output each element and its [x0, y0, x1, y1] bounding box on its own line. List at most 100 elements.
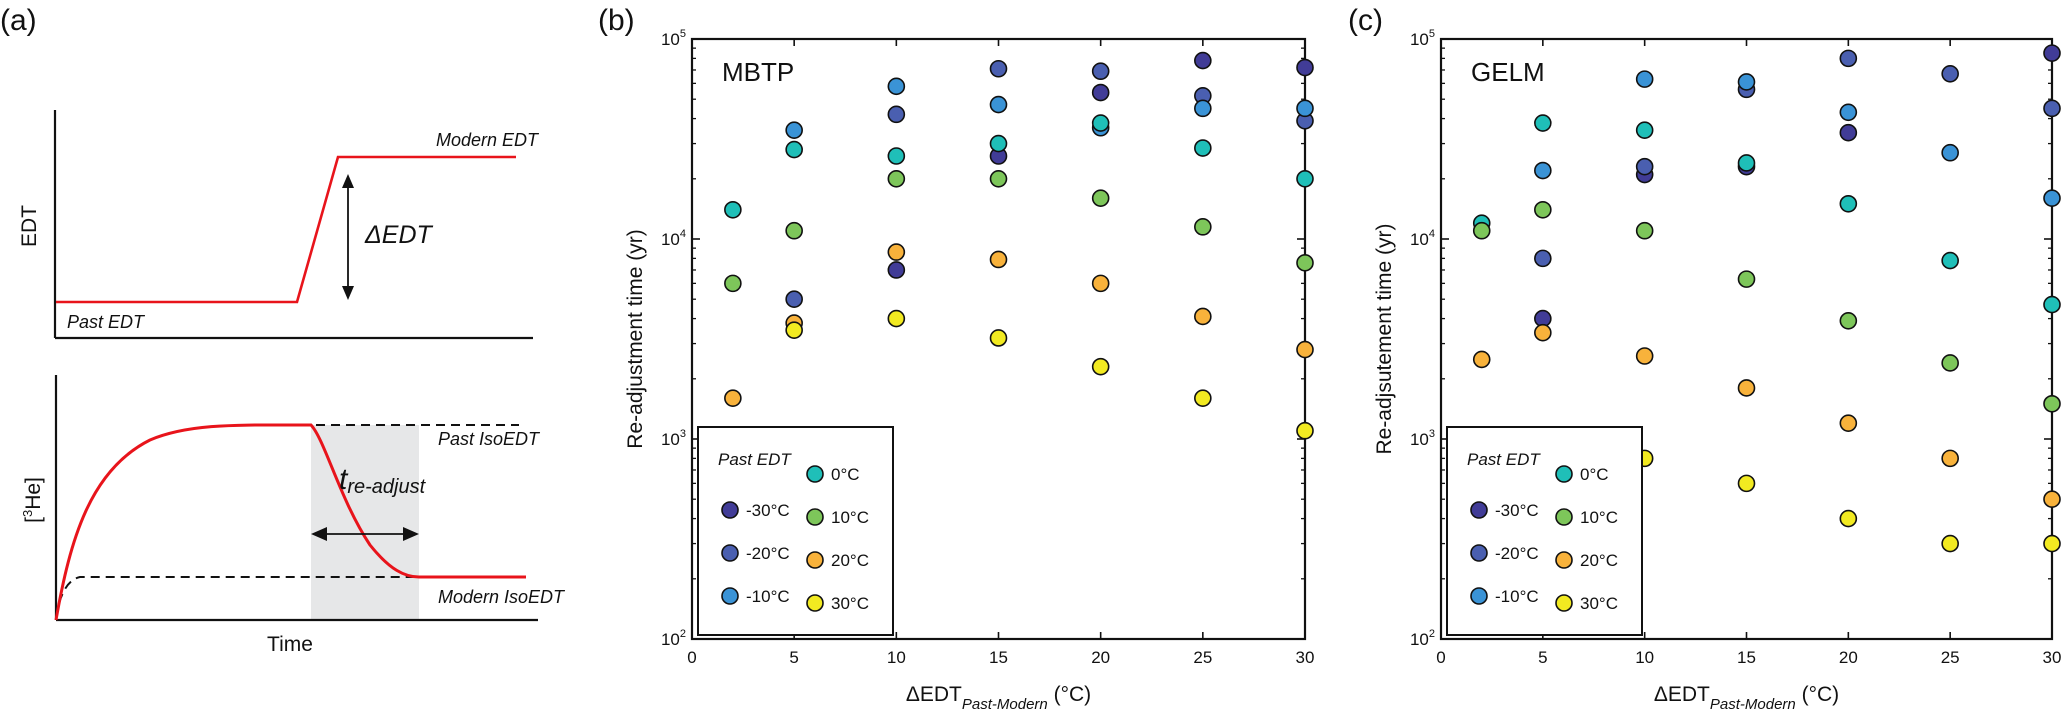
data-point: [1534, 161, 1552, 180]
y-tick-label: 104: [661, 228, 686, 249]
data-point: [887, 169, 906, 188]
data-point: [1472, 221, 1491, 240]
series-10C: [1472, 200, 2061, 413]
data-point: [1296, 421, 1314, 440]
data-point: [724, 389, 742, 407]
data-point: [989, 329, 1008, 347]
time-label: Time: [267, 633, 313, 656]
series--10C: [1534, 70, 2061, 207]
legend-item: 10°C: [1555, 508, 1618, 527]
legend-label: 10°C: [831, 508, 869, 527]
data-point: [1839, 123, 1858, 142]
edt-y-label: EDT: [18, 205, 41, 247]
helium-curve: [54, 423, 526, 621]
legend-item: -30°C: [1470, 501, 1539, 520]
edt-schematic: EDT Past EDT Modern EDT ΔEDT: [18, 110, 540, 340]
legend-label: 20°C: [1580, 551, 1618, 570]
legend-marker: [806, 465, 824, 483]
data-point: [1839, 49, 1858, 68]
legend-marker: [1555, 594, 1573, 612]
series--20C: [785, 59, 1314, 309]
x-tick-label: 30: [2043, 648, 2062, 667]
y-tick-label: 102: [661, 628, 686, 649]
legend-item: 30°C: [806, 594, 869, 613]
data-point: [887, 105, 906, 124]
data-point: [1941, 143, 1959, 162]
legend-item: 0°C: [1555, 465, 1609, 484]
panel-b-letter: (b): [598, 4, 635, 37]
data-point: [1941, 354, 1959, 372]
x-tick-label: 15: [989, 648, 1008, 667]
data-point: [887, 77, 906, 96]
series--20C: [1534, 49, 2061, 268]
legend-label: -20°C: [1495, 544, 1539, 563]
series--30C: [1534, 44, 2061, 328]
data-point: [785, 140, 803, 159]
data-point: [887, 309, 906, 328]
data-point: [2043, 394, 2061, 413]
data-point: [1534, 114, 1552, 132]
legend-label: 20°C: [831, 551, 869, 570]
legend-marker: [806, 551, 824, 569]
panel-b-chart: (b) 0 5 10 15 20 25 30 102 103 104 105 Re-adjustmen…: [598, 4, 1314, 713]
data-point: [1296, 169, 1314, 188]
series--10C: [785, 77, 1314, 139]
data-point: [1737, 474, 1756, 493]
series--30C: [887, 51, 1314, 279]
legend-item: -20°C: [721, 544, 790, 563]
data-point: [1839, 414, 1858, 432]
y-axis-title: Re-adjsutement time (yr): [1373, 223, 1396, 454]
data-point: [2043, 189, 2061, 207]
y-tick-label: 105: [661, 28, 686, 49]
legend-marker: [1470, 587, 1488, 605]
y-tick-label: 104: [1410, 228, 1435, 249]
x-tick-label: 5: [1538, 648, 1547, 667]
data-point: [1091, 274, 1110, 293]
y-tick-label: 103: [661, 428, 686, 449]
data-point: [1091, 189, 1110, 207]
legend-label: 30°C: [831, 594, 869, 613]
data-point: [1091, 83, 1110, 102]
x-tick-label: 0: [687, 648, 696, 667]
y-tick-label: 102: [1410, 628, 1435, 649]
readjust-arrow: [311, 527, 419, 541]
modern-isoedt-label: Modern IsoEDT: [438, 587, 566, 607]
data-point: [785, 290, 803, 309]
data-point: [2043, 295, 2061, 314]
series-20C: [1472, 323, 2061, 509]
data-point: [1839, 311, 1858, 330]
legend-marker: [1470, 544, 1488, 562]
data-point: [989, 250, 1008, 269]
data-point: [989, 59, 1008, 78]
data-point: [989, 169, 1008, 188]
data-point: [2043, 534, 2061, 553]
data-point: [1194, 99, 1212, 118]
delta-edt-label: ΔEDT: [364, 221, 434, 249]
data-point: [1296, 340, 1314, 359]
data-point: [1296, 58, 1314, 77]
data-point: [2043, 44, 2061, 62]
x-tick-label: 5: [789, 648, 798, 667]
x-axis-title: ΔEDTPast-Modern (°C): [906, 683, 1091, 713]
legend-label: 10°C: [1580, 508, 1618, 527]
legend-marker: [806, 594, 824, 612]
x-tick-label: 10: [887, 648, 906, 667]
data-point: [2043, 490, 2061, 509]
data-point: [887, 243, 906, 261]
series-30C: [1472, 430, 2061, 553]
t-readjust-label: tre-adjust: [339, 463, 427, 498]
data-point: [1941, 534, 1959, 553]
legend-title: Past EDT: [1467, 450, 1541, 469]
past-isoedt-label: Past IsoEDT: [438, 429, 541, 449]
data-point: [1091, 114, 1110, 132]
data-point: [1941, 64, 1959, 83]
data-point: [1635, 221, 1654, 240]
legend-title: Past EDT: [718, 450, 792, 469]
delta-edt-arrow: [342, 174, 354, 300]
x-tick-label: 25: [1941, 648, 1960, 667]
y-tick-label: 105: [1410, 28, 1435, 49]
legend-item: 0°C: [806, 465, 860, 484]
legend-item: -30°C: [721, 501, 790, 520]
legend-item: -10°C: [1470, 587, 1539, 606]
data-point: [1194, 307, 1212, 326]
